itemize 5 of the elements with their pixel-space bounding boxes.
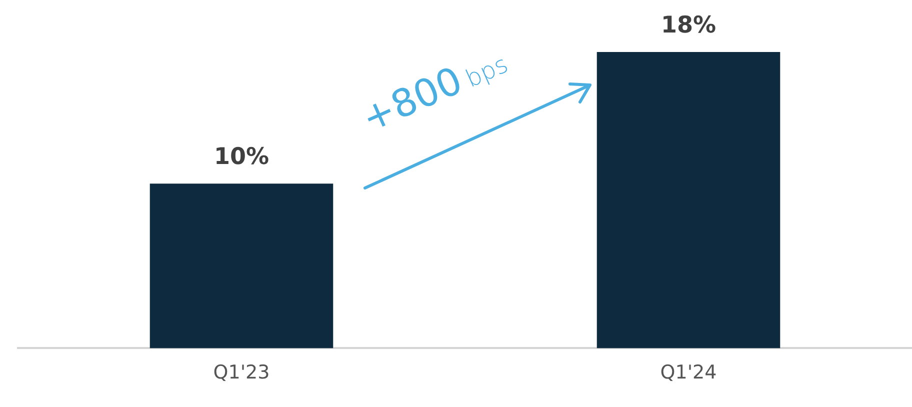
annotation: +800 bps (355, 50, 512, 141)
x-tick-label: Q1'24 (660, 362, 717, 384)
data-label: 10% (214, 144, 270, 170)
data-label: 18% (660, 12, 716, 38)
x-tick-label: Q1'23 (213, 362, 270, 384)
